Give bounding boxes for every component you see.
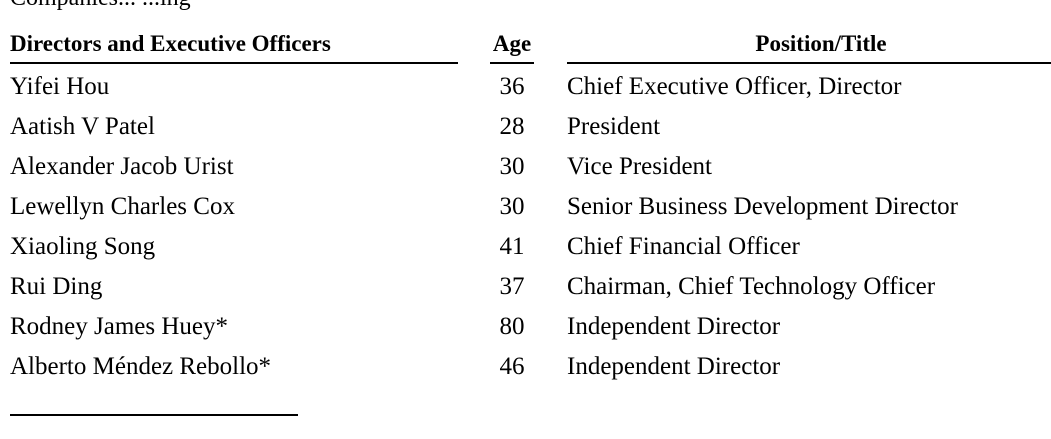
table-row: Lewellyn Charles Cox 30 Senior Business … [0,190,1051,230]
director-name: Rodney James Huey* [10,313,229,340]
table-row: Yifei Hou 36 Chief Executive Officer, Di… [0,70,1051,110]
director-position: Vice President [567,153,712,180]
table-row: Xiaoling Song 41 Chief Financial Officer [0,230,1051,270]
director-position: Independent Director [567,353,781,380]
header-underline-position [567,62,1051,64]
director-age: 41 [499,233,525,260]
column-header-age: Age [492,31,532,56]
footnote-separator-line [10,414,298,416]
cropped-top-text: Companies... ...ing [10,0,191,10]
director-age: 30 [499,193,525,220]
officers-table-body: Yifei Hou 36 Chief Executive Officer, Di… [0,70,1051,390]
director-position: Chief Financial Officer [567,233,800,260]
director-position: President [567,113,661,140]
table-row: Alberto Méndez Rebollo* 46 Independent D… [0,350,1051,390]
director-age: 28 [499,113,525,140]
director-name: Yifei Hou [10,73,110,100]
table-row: Aatish V Patel 28 President [0,110,1051,150]
table-row: Alexander Jacob Urist 30 Vice President [0,150,1051,190]
director-age: 37 [499,273,525,300]
director-name: Alexander Jacob Urist [10,153,234,180]
director-position: Chairman, Chief Technology Officer [567,273,936,300]
column-header-directors: Directors and Executive Officers [10,31,331,56]
director-name: Alberto Méndez Rebollo* [10,353,272,380]
director-age: 30 [499,153,525,180]
director-name: Rui Ding [10,273,103,300]
director-age: 80 [499,313,525,340]
director-name: Lewellyn Charles Cox [10,193,235,220]
director-position: Chief Executive Officer, Director [567,73,902,100]
director-position: Independent Director [567,313,781,340]
header-underline-age [490,62,534,64]
column-header-position: Position/Title [755,31,887,56]
director-name: Aatish V Patel [10,113,155,140]
director-age: 36 [499,73,525,100]
header-underline-name [10,62,458,64]
table-row: Rodney James Huey* 80 Independent Direct… [0,310,1051,350]
director-position: Senior Business Development Director [567,193,958,220]
director-age: 46 [499,353,525,380]
table-row: Rui Ding 37 Chairman, Chief Technology O… [0,270,1051,310]
director-name: Xiaoling Song [10,233,156,260]
